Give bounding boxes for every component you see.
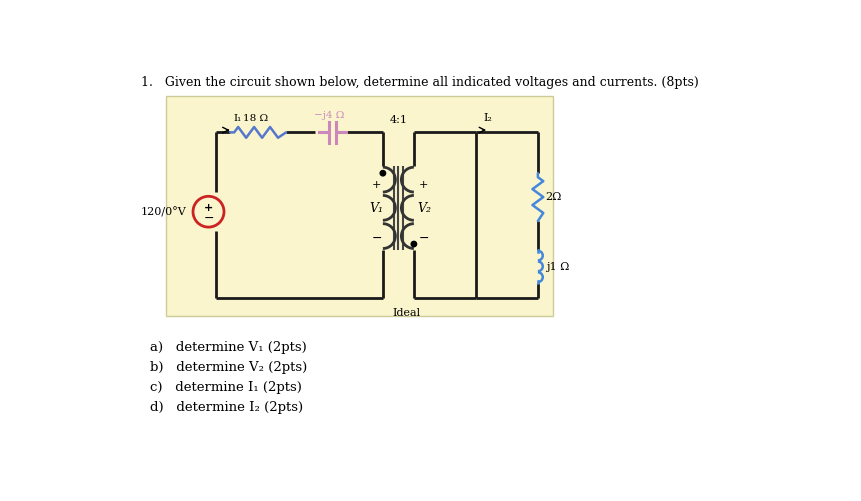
Circle shape [380, 171, 385, 176]
Text: 18 Ω: 18 Ω [243, 114, 268, 123]
Text: +: + [418, 180, 428, 189]
Text: +: + [204, 203, 213, 212]
Text: a)   determine V₁ (2pts): a) determine V₁ (2pts) [150, 341, 307, 354]
Text: V₂: V₂ [417, 202, 430, 215]
Text: I₂: I₂ [482, 113, 492, 123]
Text: −: − [371, 232, 381, 245]
Text: b)   determine V₂ (2pts): b) determine V₂ (2pts) [150, 361, 307, 374]
Text: 120/0°V: 120/0°V [141, 207, 187, 217]
Text: 1.   Given the circuit shown below, determine all indicated voltages and current: 1. Given the circuit shown below, determ… [141, 76, 698, 89]
Text: Ideal: Ideal [392, 308, 419, 318]
Text: d)   determine I₂ (2pts): d) determine I₂ (2pts) [150, 401, 303, 413]
Text: V₁: V₁ [369, 202, 383, 215]
Text: 4:1: 4:1 [389, 115, 407, 125]
FancyBboxPatch shape [165, 97, 553, 316]
Text: c)   determine I₁ (2pts): c) determine I₁ (2pts) [150, 381, 302, 394]
Text: −: − [203, 212, 214, 225]
Text: −j4 Ω: −j4 Ω [314, 111, 344, 120]
Text: 2Ω: 2Ω [545, 192, 561, 202]
Text: −: − [418, 232, 429, 245]
Text: j1 Ω: j1 Ω [545, 261, 568, 271]
Text: I₁: I₁ [233, 114, 241, 123]
Circle shape [411, 242, 416, 247]
Text: +: + [372, 180, 381, 189]
